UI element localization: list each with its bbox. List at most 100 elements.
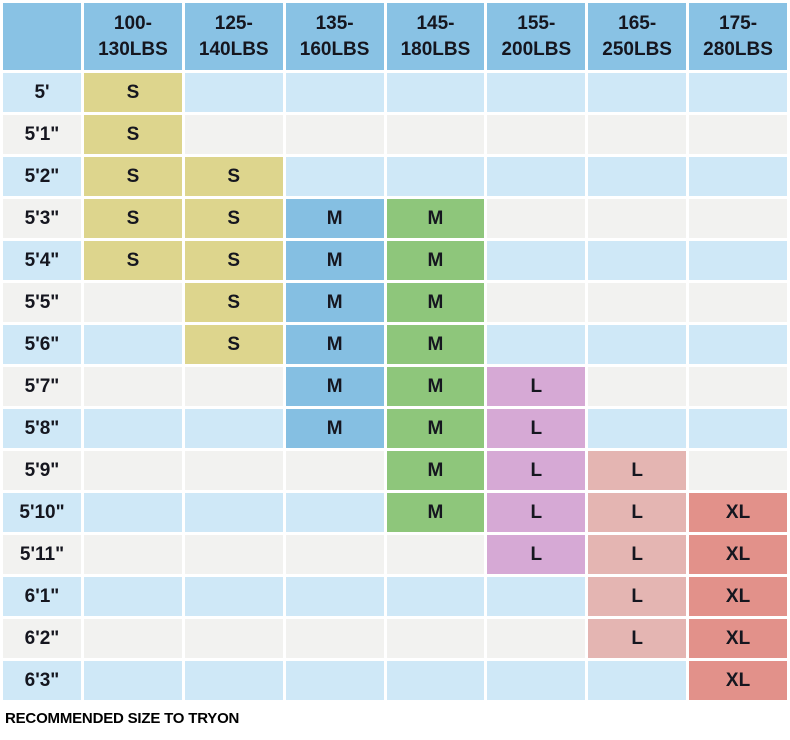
weight-header-cell: 155- 200LBS (487, 3, 586, 70)
empty-cell (184, 409, 283, 448)
empty-cell (487, 115, 586, 154)
empty-cell (386, 661, 485, 700)
empty-cell (285, 577, 384, 616)
empty-cell (84, 577, 182, 616)
weight-header-cell: 125- 140LBS (184, 3, 283, 70)
height-cell: 5'3" (3, 199, 81, 238)
height-cell: 5'1" (3, 115, 81, 154)
table-row: 5'10" M L L XL (3, 493, 787, 532)
size-cell: S (84, 157, 182, 196)
empty-cell (689, 283, 787, 322)
empty-cell (487, 577, 586, 616)
size-cell: L (588, 535, 687, 574)
height-cell: 6'1" (3, 577, 81, 616)
size-chart-head-row: 100- 130LBS 125- 140LBS 135- 160LBS 145- 18… (3, 3, 787, 70)
empty-cell (588, 661, 687, 700)
size-cell: M (386, 493, 485, 532)
empty-cell (588, 367, 687, 406)
size-cell: XL (689, 577, 787, 616)
empty-cell (84, 283, 182, 322)
empty-cell (689, 199, 787, 238)
size-cell: M (285, 325, 384, 364)
empty-cell (487, 241, 586, 280)
size-chart-body: 5' S 5'1" S 5'2" S S 5'3" S S M M 5'4" S S M M 5'5" S M M 5'6… (3, 73, 787, 700)
empty-cell (588, 199, 687, 238)
empty-cell (84, 325, 182, 364)
height-cell: 5'9" (3, 451, 81, 490)
size-cell: L (588, 493, 687, 532)
size-cell: L (588, 619, 687, 658)
corner-header-cell (3, 3, 81, 70)
empty-cell (285, 73, 384, 112)
empty-cell (487, 73, 586, 112)
size-cell: L (588, 577, 687, 616)
height-cell: 5'6" (3, 325, 81, 364)
empty-cell (386, 157, 485, 196)
height-cell: 5'4" (3, 241, 81, 280)
table-row: 5'3" S S M M (3, 199, 787, 238)
size-cell: S (84, 241, 182, 280)
empty-cell (285, 493, 384, 532)
empty-cell (689, 451, 787, 490)
table-row: 5'5" S M M (3, 283, 787, 322)
size-cell: M (386, 241, 485, 280)
empty-cell (588, 115, 687, 154)
footer-note: RECOMMENDED SIZE TO TRYON (5, 710, 240, 727)
empty-cell (689, 73, 787, 112)
table-row: 5'7" M M L (3, 367, 787, 406)
empty-cell (386, 619, 485, 658)
empty-cell (184, 115, 283, 154)
empty-cell (588, 241, 687, 280)
empty-cell (487, 661, 586, 700)
empty-cell (588, 409, 687, 448)
table-row: 5'2" S S (3, 157, 787, 196)
empty-cell (285, 451, 384, 490)
table-row: 5'4" S S M M (3, 241, 787, 280)
table-row: 6'1" L XL (3, 577, 787, 616)
size-cell: L (487, 367, 586, 406)
size-cell: M (285, 409, 384, 448)
table-row: 5'9" M L L (3, 451, 787, 490)
empty-cell (386, 115, 485, 154)
weight-header-cell: 165- 250LBS (588, 3, 687, 70)
size-cell: M (285, 241, 384, 280)
empty-cell (487, 283, 586, 322)
weight-header-cell: 175- 280LBS (689, 3, 787, 70)
size-cell: S (84, 73, 182, 112)
empty-cell (84, 619, 182, 658)
size-cell: XL (689, 661, 787, 700)
empty-cell (386, 577, 485, 616)
empty-cell (184, 661, 283, 700)
size-cell: XL (689, 535, 787, 574)
empty-cell (84, 493, 182, 532)
empty-cell (184, 367, 283, 406)
empty-cell (285, 619, 384, 658)
size-cell: S (84, 115, 182, 154)
empty-cell (285, 115, 384, 154)
size-cell: L (487, 535, 586, 574)
empty-cell (184, 493, 283, 532)
empty-cell (184, 577, 283, 616)
size-cell: M (386, 451, 485, 490)
table-row: 5' S (3, 73, 787, 112)
size-cell: S (184, 157, 283, 196)
empty-cell (386, 73, 485, 112)
size-cell: M (285, 199, 384, 238)
empty-cell (689, 157, 787, 196)
size-cell: L (588, 451, 687, 490)
size-cell: S (184, 325, 283, 364)
height-cell: 5'8" (3, 409, 81, 448)
empty-cell (487, 157, 586, 196)
empty-cell (689, 325, 787, 364)
height-cell: 5'7" (3, 367, 81, 406)
size-cell: XL (689, 493, 787, 532)
size-cell: S (184, 283, 283, 322)
empty-cell (84, 367, 182, 406)
size-cell: M (386, 283, 485, 322)
weight-header-cell: 135- 160LBS (285, 3, 384, 70)
height-cell: 5'2" (3, 157, 81, 196)
table-row: 5'6" S M M (3, 325, 787, 364)
table-row: 5'8" M M L (3, 409, 787, 448)
weight-header-cell: 100- 130LBS (84, 3, 182, 70)
size-cell: M (386, 409, 485, 448)
